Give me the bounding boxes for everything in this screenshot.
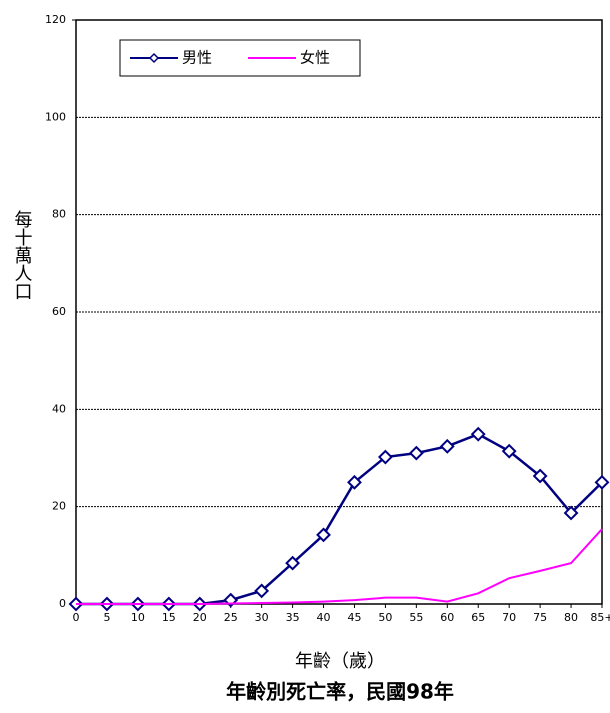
x-tick-label: 70 [502, 611, 516, 624]
y-tick-label: 60 [52, 305, 66, 318]
x-tick-label: 75 [533, 611, 547, 624]
x-tick-label: 55 [409, 611, 423, 624]
legend-label: 女性 [300, 49, 330, 67]
x-tick-label: 30 [255, 611, 269, 624]
data-point [316, 527, 331, 543]
x-tick-label: 85+ [590, 611, 610, 624]
y-tick-label: 0 [59, 597, 66, 610]
x-tick-label: 40 [317, 611, 331, 624]
x-tick-label: 60 [440, 611, 454, 624]
data-point [408, 445, 424, 461]
x-tick-label: 50 [378, 611, 392, 624]
y-tick-label: 80 [52, 208, 66, 221]
y-axis-label: 每十萬人口 [12, 210, 33, 300]
legend-marker [148, 52, 160, 64]
x-tick-label: 0 [73, 611, 80, 624]
data-point [285, 555, 301, 571]
x-tick-label: 65 [471, 611, 485, 624]
data-point [254, 583, 270, 599]
data-point [594, 474, 610, 490]
series-line [76, 528, 603, 605]
data-point [563, 505, 579, 521]
x-tick-label: 20 [193, 611, 207, 624]
x-axis-label: 年齡（歲） [295, 651, 385, 672]
data-point [501, 443, 517, 459]
y-tick-label: 20 [52, 500, 66, 513]
x-tick-label: 25 [224, 611, 238, 624]
y-tick-label: 40 [52, 402, 66, 415]
data-point [470, 426, 486, 442]
x-tick-label: 35 [286, 611, 300, 624]
data-point [377, 449, 393, 465]
data-point [347, 474, 362, 490]
legend-label: 男性 [182, 49, 212, 67]
x-tick-label: 45 [347, 611, 361, 624]
x-tick-label: 10 [131, 611, 145, 624]
x-tick-label: 80 [564, 611, 578, 624]
plot-border [75, 19, 603, 605]
series-line [76, 432, 603, 606]
chart-title: 年齡別死亡率，民國98年 [226, 680, 454, 704]
x-tick-label: 15 [162, 611, 176, 624]
y-tick-label: 100 [45, 110, 66, 123]
x-tick-label: 5 [103, 611, 110, 624]
data-point [532, 468, 548, 484]
y-tick-label: 120 [45, 13, 66, 26]
data-point [439, 438, 455, 454]
